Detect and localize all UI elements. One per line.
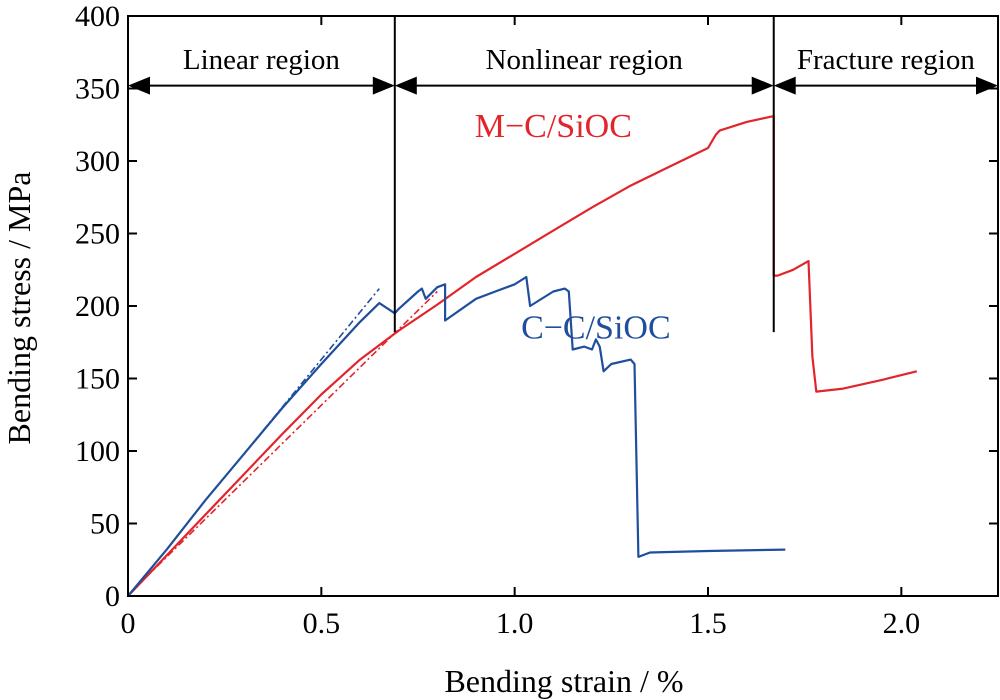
y-tick-label: 100 bbox=[75, 435, 120, 468]
series-m-c-sioc-linear-fit-line bbox=[135, 290, 438, 588]
y-tick-label: 350 bbox=[75, 73, 120, 106]
region-arrowhead-right bbox=[976, 76, 998, 95]
region-fracture-region: Fracture region bbox=[773, 44, 998, 95]
region-arrowhead-left bbox=[394, 76, 417, 95]
axes-layer: 0 0.5 1.0 1.5 2.0 0 50 100 150 200 250 300 350 400 bbox=[75, 0, 998, 640]
region-arrowhead-left bbox=[128, 76, 150, 95]
y-tick-label: 250 bbox=[75, 218, 120, 251]
x-tick-label: 0 bbox=[121, 607, 136, 640]
y-tick-label: 200 bbox=[75, 290, 120, 323]
y-tick-label: 150 bbox=[75, 363, 120, 396]
region-label: Linear region bbox=[183, 44, 341, 76]
region-linear-region: Linear region bbox=[128, 44, 395, 95]
y-tick-label: 300 bbox=[75, 145, 120, 178]
y-axis-title: Bending stress / MPa bbox=[1, 172, 37, 445]
region-label: Fracture region bbox=[797, 44, 975, 76]
region-arrowhead-left bbox=[773, 76, 796, 95]
series-c-c-sioc-line bbox=[127, 275, 786, 597]
y-tick-label: 50 bbox=[90, 508, 120, 541]
series-m-c-sioc-line bbox=[127, 114, 918, 597]
x-axis-title: Bending strain / % bbox=[444, 663, 683, 699]
x-tick-label: 1.5 bbox=[689, 607, 727, 640]
series-layer bbox=[127, 114, 918, 597]
y-tick-label: 400 bbox=[75, 0, 120, 33]
y-tick-label: 0 bbox=[105, 580, 120, 613]
region-layer: Linear region Nonlinear region Fracture re… bbox=[128, 16, 998, 333]
series-c-c-sioc-linear-fit-line bbox=[243, 288, 380, 455]
region-arrowhead-right bbox=[372, 76, 395, 95]
region-arrowhead-right bbox=[751, 76, 774, 95]
region-label: Nonlinear region bbox=[486, 44, 684, 76]
plot-frame bbox=[127, 15, 999, 597]
x-tick-label: 2.0 bbox=[883, 607, 921, 640]
region-nonlinear-region: Nonlinear region bbox=[394, 44, 774, 95]
annotation-m-c-sioc: M−C/SiOC bbox=[475, 108, 632, 145]
x-tick-label: 1.0 bbox=[496, 607, 534, 640]
x-tick-label: 0.5 bbox=[303, 607, 341, 640]
